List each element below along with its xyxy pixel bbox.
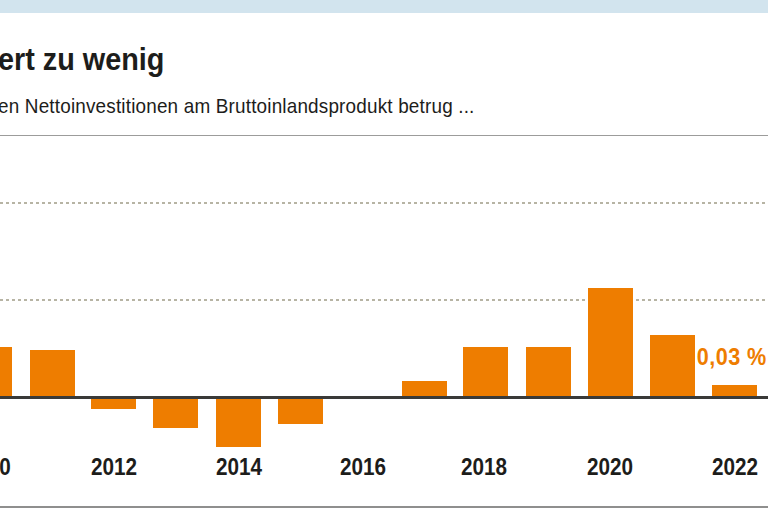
x-tick-2014: 2014 (216, 455, 262, 479)
bar-2011 (30, 350, 75, 397)
x-tick-2018: 2018 (461, 455, 507, 479)
bar-2021 (650, 335, 695, 397)
bar-2019 (526, 347, 571, 397)
plot-area: 0,03 % 0 2012 2014 2016 2018 2020 2022 (0, 0, 768, 512)
bar-2015 (278, 397, 323, 424)
bar-2017 (402, 381, 447, 397)
data-label-2022: 0,03 % (697, 343, 767, 371)
x-tick-2022: 2022 (712, 455, 758, 479)
x-tick-2010-truncated: 0 (0, 455, 11, 479)
infographic-bar-chart: ert zu wenig en Nettoinvestitionen am Br… (0, 0, 768, 512)
bottom-divider-line (0, 506, 768, 508)
bar-2018 (463, 347, 508, 397)
bar-2010 (0, 347, 12, 397)
x-tick-2020: 2020 (587, 455, 633, 479)
bar-2013 (153, 397, 198, 428)
bar-2020 (588, 288, 633, 397)
bar-2014 (216, 397, 261, 447)
bar-2012 (91, 397, 136, 409)
x-axis-ticks: 0 2012 2014 2016 2018 2020 2022 (0, 0, 768, 512)
x-tick-2012: 2012 (91, 455, 137, 479)
x-tick-2016: 2016 (340, 455, 386, 479)
x-axis-zero-line (0, 396, 768, 399)
